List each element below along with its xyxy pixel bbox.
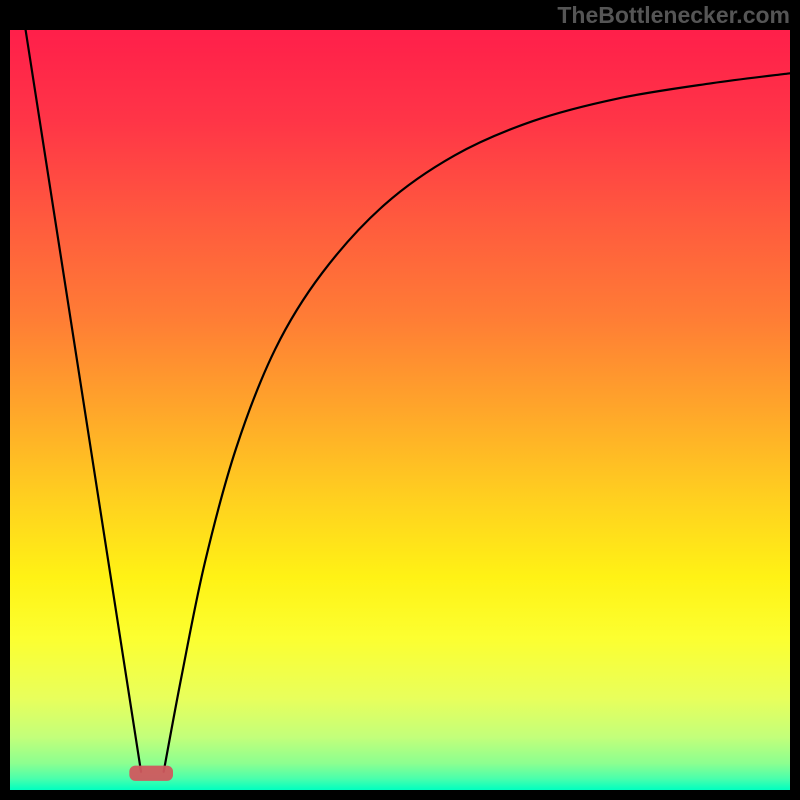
bottleneck-chart-svg: [0, 0, 800, 800]
border-left: [0, 0, 10, 800]
border-right: [790, 0, 800, 800]
chart-frame: TheBottlenecker.com: [0, 0, 800, 800]
watermark-text: TheBottlenecker.com: [557, 2, 790, 29]
border-bottom: [0, 790, 800, 800]
optimal-marker: [129, 766, 173, 781]
